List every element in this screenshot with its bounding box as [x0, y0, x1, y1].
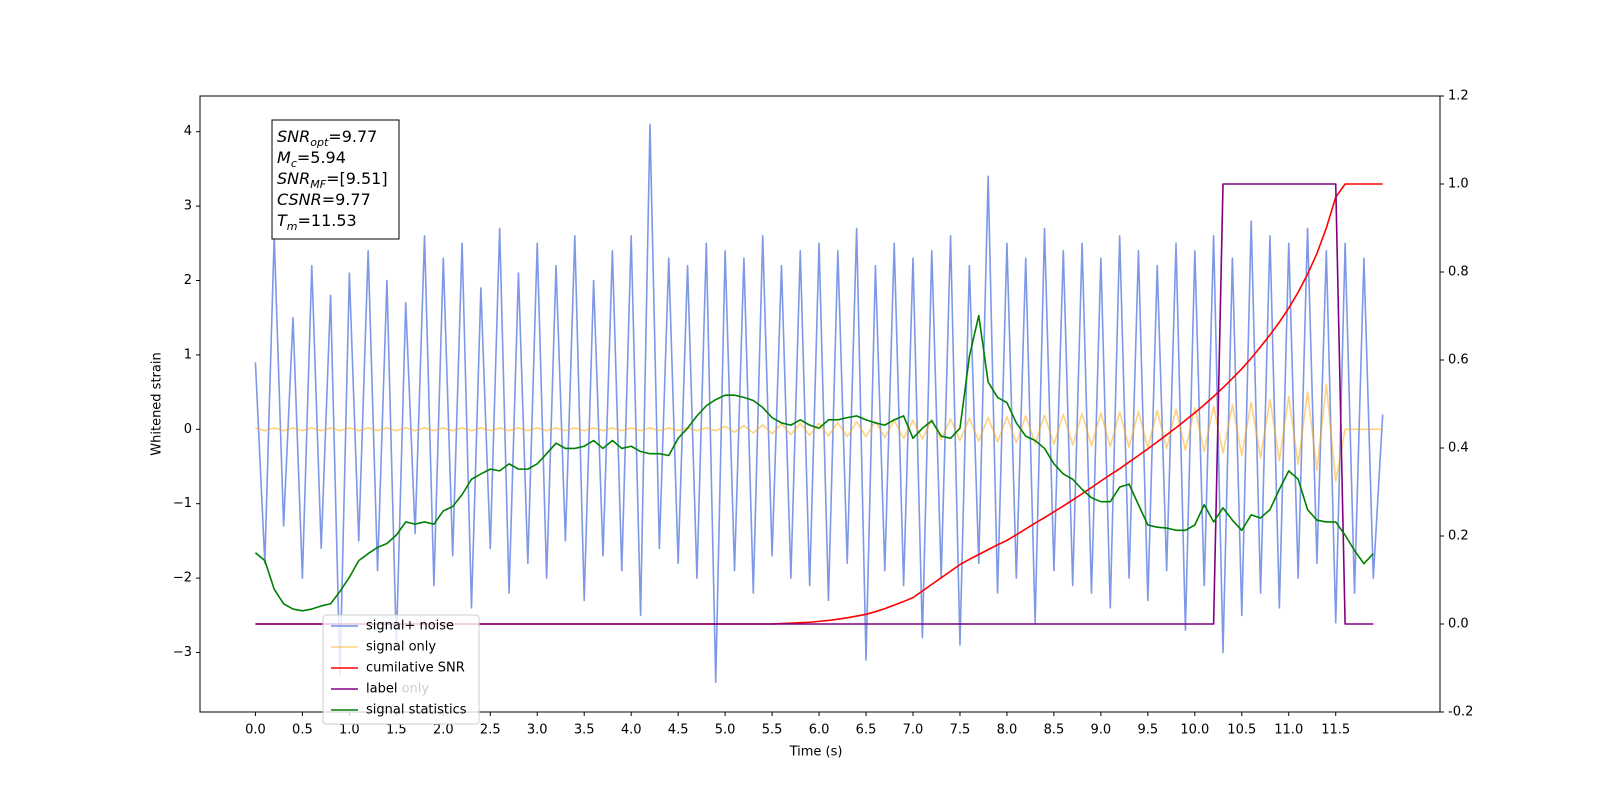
textbox-frame	[271, 119, 400, 240]
textbox-subscript: opt	[310, 136, 329, 149]
textbox-value: =9.77	[328, 127, 377, 146]
axes-frame	[199, 95, 1441, 713]
x-tick-label: 3.0	[527, 723, 548, 738]
x-tick-label: 4.5	[668, 723, 689, 738]
y-tick-label: −3	[173, 645, 192, 660]
legend-frame	[322, 614, 480, 725]
textbox-value: =5.94	[297, 148, 346, 167]
series-line	[255, 383, 1383, 483]
y2-tick-label: 0.4	[1448, 441, 1469, 456]
y-tick-label: −2	[173, 571, 192, 586]
series-line	[254, 314, 1374, 612]
legend-label: signal+ noise	[366, 619, 454, 634]
x-tick-label: 1.0	[339, 723, 360, 738]
x-tick-label: 8.0	[997, 723, 1018, 738]
x-tick-label: 6.5	[856, 723, 877, 738]
x-tick-label: 5.0	[715, 723, 736, 738]
y2-tick-label: -0.2	[1448, 705, 1473, 720]
series-line	[254, 123, 1384, 684]
x-tick-label: 9.0	[1091, 723, 1112, 738]
y-tick-label: 2	[184, 273, 192, 288]
y-tick-label: −1	[173, 496, 192, 511]
textbox-value: =9.77	[322, 190, 371, 209]
x-tick-label: 6.0	[809, 723, 830, 738]
textbox-symbol: T	[277, 211, 288, 230]
textbox-symbol: M	[277, 148, 291, 167]
y2-tick-label: 0.6	[1448, 353, 1469, 368]
x-tick-label: 11.5	[1321, 723, 1350, 738]
x-axis-label: Time (s)	[789, 745, 843, 760]
x-tick-label: 8.5	[1044, 723, 1065, 738]
y-tick-label: 3	[184, 199, 192, 214]
legend-label: label	[366, 682, 397, 697]
x-tick-label: 0.5	[292, 723, 313, 738]
x-tick-label: 3.5	[574, 723, 595, 738]
x-tick-label: 2.5	[480, 723, 501, 738]
x-tick-label: 2.0	[433, 723, 454, 738]
textbox-value: =[9.51]	[326, 169, 388, 188]
legend-label: signal only	[366, 640, 436, 655]
textbox-symbol: CSNR	[277, 190, 322, 209]
x-tick-label: 5.5	[762, 723, 783, 738]
x-tick-label: 0.0	[245, 723, 266, 738]
textbox-line: Tm=11.53	[277, 211, 357, 233]
x-tick-label: 10.5	[1227, 723, 1256, 738]
y-tick-label: 0	[184, 422, 192, 437]
textbox-line: CSNR=9.77	[277, 190, 371, 209]
textbox-subscript: c	[291, 157, 297, 170]
x-tick-label: 4.0	[621, 723, 642, 738]
y2-tick-label: 0.0	[1448, 617, 1469, 632]
x-tick-label: 1.5	[386, 723, 407, 738]
x-tick-label: 11.0	[1274, 723, 1303, 738]
y2-tick-label: 1.0	[1448, 177, 1469, 192]
y2-tick-label: 0.2	[1448, 529, 1469, 544]
y2-tick-label: 1.2	[1448, 89, 1469, 104]
y2-tick-label: 0.8	[1448, 265, 1469, 280]
textbox-subscript: m	[287, 220, 298, 233]
x-tick-label: 7.0	[903, 723, 924, 738]
legend-label: signal statistics	[366, 703, 467, 718]
y-axis-label: Whitened strain	[150, 352, 165, 455]
textbox-line: Mc=5.94	[277, 148, 346, 170]
x-tick-label: 10.0	[1180, 723, 1209, 738]
y-tick-label: 1	[184, 347, 192, 362]
textbox-symbol: SNR	[277, 127, 310, 146]
x-tick-label: 9.5	[1138, 723, 1159, 738]
textbox-value: =11.53	[298, 211, 357, 230]
x-tick-label: 7.5	[950, 723, 971, 738]
textbox-line: SNRopt=9.77	[277, 127, 377, 149]
textbox-subscript: MF	[310, 178, 326, 191]
textbox-symbol: SNR	[277, 169, 310, 188]
textbox-line: SNRMF=[9.51]	[277, 169, 388, 191]
legend-label: cumilative SNR	[366, 661, 465, 676]
y-tick-label: 4	[184, 124, 192, 139]
